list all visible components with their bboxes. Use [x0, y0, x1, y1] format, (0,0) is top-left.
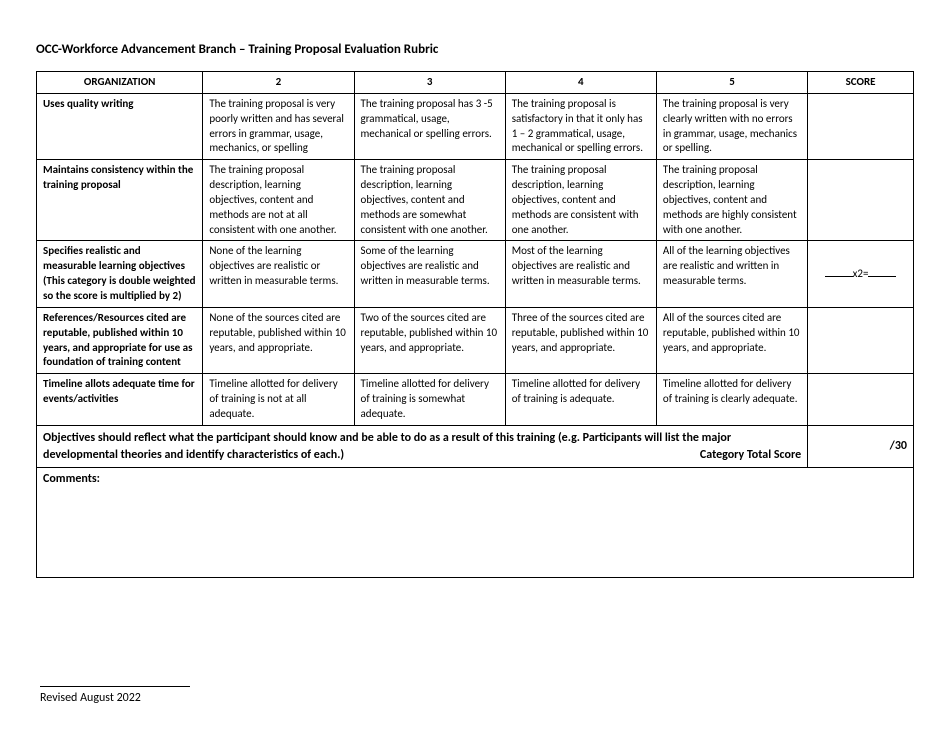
cell-level-3: The training proposal has 3 -5 grammatic… — [354, 93, 505, 159]
cell-level-4: Three of the sources cited are reputable… — [505, 307, 656, 373]
cell-level-2: The training proposal is very poorly wri… — [203, 93, 354, 159]
cell-level-4: The training proposal is satisfactory in… — [505, 93, 656, 159]
cell-level-2: The training proposal description, learn… — [203, 160, 354, 241]
score-cell-multiplied[interactable]: x2= — [808, 241, 914, 307]
table-row: References/Resources cited are reputable… — [37, 307, 914, 373]
header-level-4: 4 — [505, 72, 656, 94]
comments-cell[interactable]: Comments: — [37, 468, 914, 578]
header-organization: ORGANIZATION — [37, 72, 203, 94]
score-cell[interactable] — [808, 307, 914, 373]
cell-level-5: All of the learning objectives are reali… — [656, 241, 807, 307]
cell-level-4: The training proposal description, learn… — [505, 160, 656, 241]
table-row: Timeline allots adequate time for events… — [37, 374, 914, 426]
cell-level-5: The training proposal is very clearly wr… — [656, 93, 807, 159]
objectives-note: Objectives should reflect what the parti… — [43, 431, 731, 462]
cell-level-3: Two of the sources cited are reputable, … — [354, 307, 505, 373]
cell-level-2: None of the sources cited are reputable,… — [203, 307, 354, 373]
criterion-label: Specifies realistic and measurable learn… — [37, 241, 203, 307]
cell-level-3: Timeline allotted for delivery of traini… — [354, 374, 505, 426]
score-cell[interactable] — [808, 374, 914, 426]
criterion-label: Uses quality writing — [37, 93, 203, 159]
header-level-5: 5 — [656, 72, 807, 94]
cell-level-2: Timeline allotted for delivery of traini… — [203, 374, 354, 426]
cell-level-5: Timeline allotted for delivery of traini… — [656, 374, 807, 426]
header-level-2: 2 — [203, 72, 354, 94]
page-title: OCC-Workforce Advancement Branch – Train… — [36, 42, 914, 57]
category-total-value[interactable]: /30 — [808, 425, 914, 468]
score-cell[interactable] — [808, 160, 914, 241]
category-total-label: Category Total Score — [700, 447, 801, 464]
rubric-table: ORGANIZATION 2 3 4 5 SCORE Uses quality … — [36, 71, 914, 578]
comments-row: Comments: — [37, 468, 914, 578]
header-level-3: 3 — [354, 72, 505, 94]
score-cell[interactable] — [808, 93, 914, 159]
table-row: Uses quality writing The training propos… — [37, 93, 914, 159]
revised-date: Revised August 2022 — [40, 691, 141, 705]
table-row: Specifies realistic and measurable learn… — [37, 241, 914, 307]
header-score: SCORE — [808, 72, 914, 94]
cell-level-4: Most of the learning objectives are real… — [505, 241, 656, 307]
cell-level-2: None of the learning objectives are real… — [203, 241, 354, 307]
cell-level-5: All of the sources cited are reputable, … — [656, 307, 807, 373]
cell-level-3: The training proposal description, learn… — [354, 160, 505, 241]
criterion-label: Timeline allots adequate time for events… — [37, 374, 203, 426]
footer-divider — [40, 686, 190, 687]
table-row: Maintains consistency within the trainin… — [37, 160, 914, 241]
cell-level-3: Some of the learning objectives are real… — [354, 241, 505, 307]
cell-level-4: Timeline allotted for delivery of traini… — [505, 374, 656, 426]
note-row: Objectives should reflect what the parti… — [37, 425, 914, 468]
cell-level-5: The training proposal description, learn… — [656, 160, 807, 241]
criterion-label: Maintains consistency within the trainin… — [37, 160, 203, 241]
footer: Revised August 2022 — [40, 686, 190, 705]
criterion-label: References/Resources cited are reputable… — [37, 307, 203, 373]
